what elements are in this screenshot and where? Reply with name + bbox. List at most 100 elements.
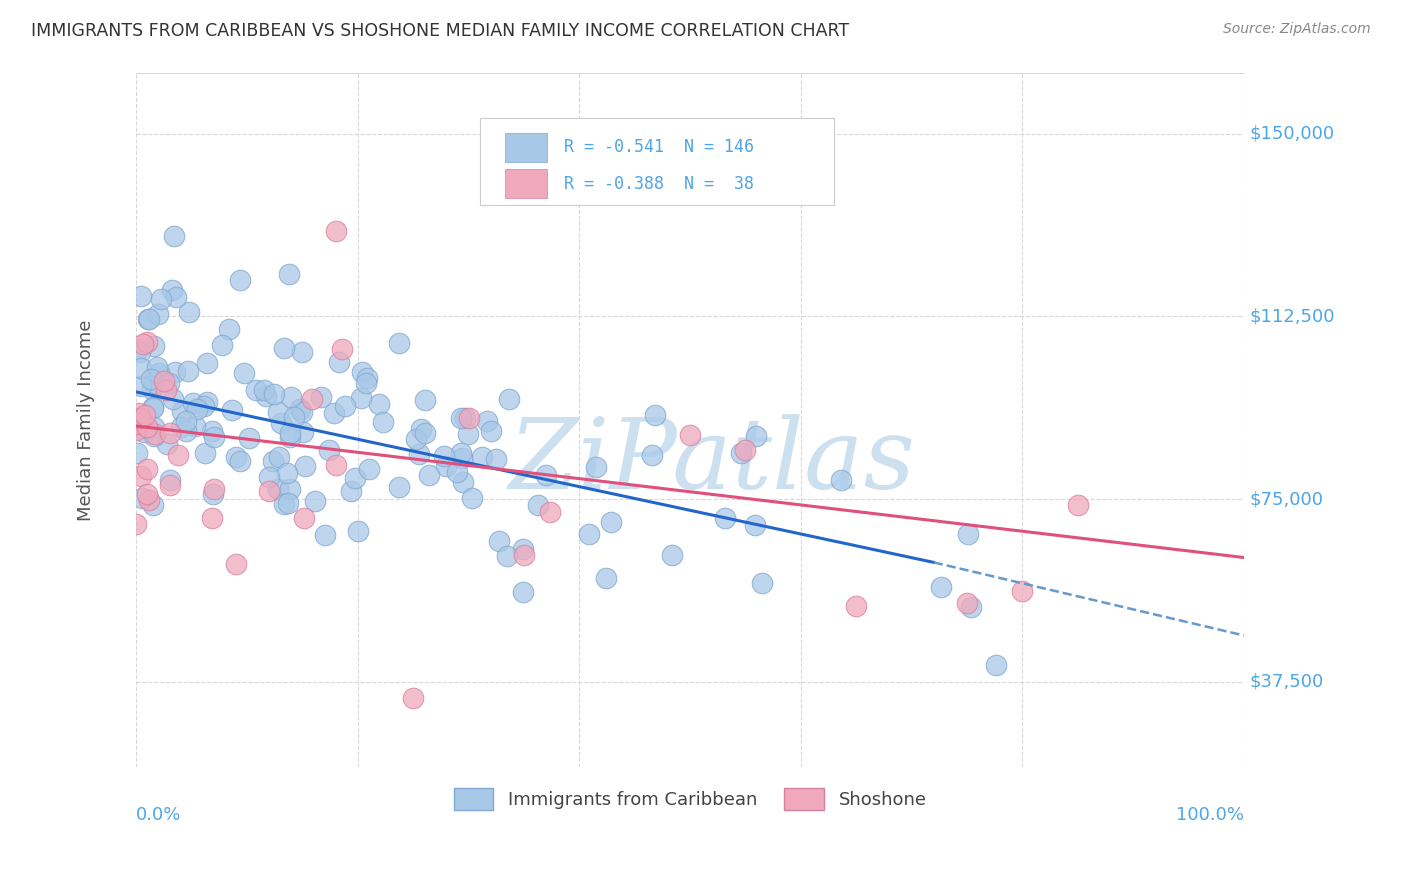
Point <box>536 467 558 482</box>
Point <box>128 411 150 425</box>
FancyBboxPatch shape <box>505 133 547 161</box>
Point <box>986 657 1008 672</box>
Point <box>225 450 247 464</box>
Point <box>367 397 389 411</box>
Point <box>314 528 336 542</box>
Point <box>174 424 197 438</box>
Point <box>125 516 148 531</box>
Point <box>600 515 623 529</box>
Text: 100.0%: 100.0% <box>1175 805 1244 824</box>
Point <box>451 475 474 490</box>
Point <box>184 418 207 433</box>
Point <box>162 392 184 406</box>
Point <box>218 322 240 336</box>
Point <box>333 399 356 413</box>
Point <box>409 422 432 436</box>
Point <box>432 450 454 464</box>
Legend: Immigrants from Caribbean, Shoshone: Immigrants from Caribbean, Shoshone <box>447 780 934 817</box>
Point <box>202 430 225 444</box>
Point <box>142 419 165 434</box>
Point <box>488 533 510 548</box>
Point <box>142 339 165 353</box>
Point <box>402 690 425 705</box>
Point <box>263 453 285 467</box>
Point <box>153 374 176 388</box>
Point <box>128 411 150 425</box>
Point <box>294 458 316 473</box>
Point <box>513 549 536 563</box>
Point <box>238 431 260 445</box>
Point <box>744 518 766 533</box>
Point <box>129 288 152 302</box>
Point <box>267 404 290 418</box>
Point <box>290 401 312 416</box>
Point <box>278 430 301 444</box>
Point <box>181 396 204 410</box>
Point <box>344 471 367 485</box>
Point <box>143 426 166 441</box>
Point <box>751 575 773 590</box>
Point <box>957 527 980 541</box>
Point <box>142 498 165 512</box>
Point <box>450 411 472 425</box>
Point <box>160 283 183 297</box>
Point <box>202 482 225 496</box>
Point <box>125 417 148 431</box>
Point <box>304 494 326 508</box>
Point <box>730 446 752 460</box>
Point <box>359 462 381 476</box>
Point <box>135 419 157 434</box>
Point <box>291 345 314 359</box>
Point <box>408 447 430 461</box>
Point <box>301 392 323 406</box>
Point <box>461 491 484 505</box>
Point <box>641 448 664 462</box>
Point <box>146 359 169 374</box>
Point <box>256 389 278 403</box>
Point <box>734 442 756 457</box>
Text: IMMIGRANTS FROM CARIBBEAN VS SHOSHONE MEDIAN FAMILY INCOME CORRELATION CHART: IMMIGRANTS FROM CARIBBEAN VS SHOSHONE ME… <box>31 22 849 40</box>
Point <box>245 383 267 397</box>
Point <box>136 334 159 349</box>
Point <box>177 364 200 378</box>
Point <box>167 448 190 462</box>
Point <box>277 496 299 510</box>
Point <box>496 549 519 563</box>
Point <box>142 401 165 416</box>
Point <box>960 600 983 615</box>
Point <box>434 459 457 474</box>
Point <box>388 335 411 350</box>
Text: Median Family Income: Median Family Income <box>77 319 96 521</box>
Point <box>373 415 395 429</box>
Point <box>512 541 534 556</box>
Point <box>280 390 302 404</box>
FancyBboxPatch shape <box>479 118 834 205</box>
Point <box>132 425 155 439</box>
Point <box>325 224 347 238</box>
Point <box>201 487 224 501</box>
Point <box>163 228 186 243</box>
Point <box>956 596 979 610</box>
Point <box>193 399 215 413</box>
Point <box>457 427 479 442</box>
Point <box>142 400 165 414</box>
Text: R = -0.541  N = 146: R = -0.541 N = 146 <box>564 138 754 156</box>
Point <box>129 468 152 483</box>
Point <box>330 342 353 356</box>
Point <box>328 355 350 369</box>
Point <box>201 511 224 525</box>
Point <box>538 504 561 518</box>
Point <box>156 437 179 451</box>
Point <box>309 390 332 404</box>
Point <box>128 406 150 420</box>
Point <box>186 402 208 417</box>
Point <box>291 405 314 419</box>
Point <box>221 402 243 417</box>
Point <box>292 511 315 525</box>
Text: $37,500: $37,500 <box>1250 673 1323 690</box>
Point <box>232 366 254 380</box>
Point <box>356 371 378 385</box>
Point <box>131 491 153 505</box>
Point <box>527 498 550 512</box>
Point <box>125 446 148 460</box>
